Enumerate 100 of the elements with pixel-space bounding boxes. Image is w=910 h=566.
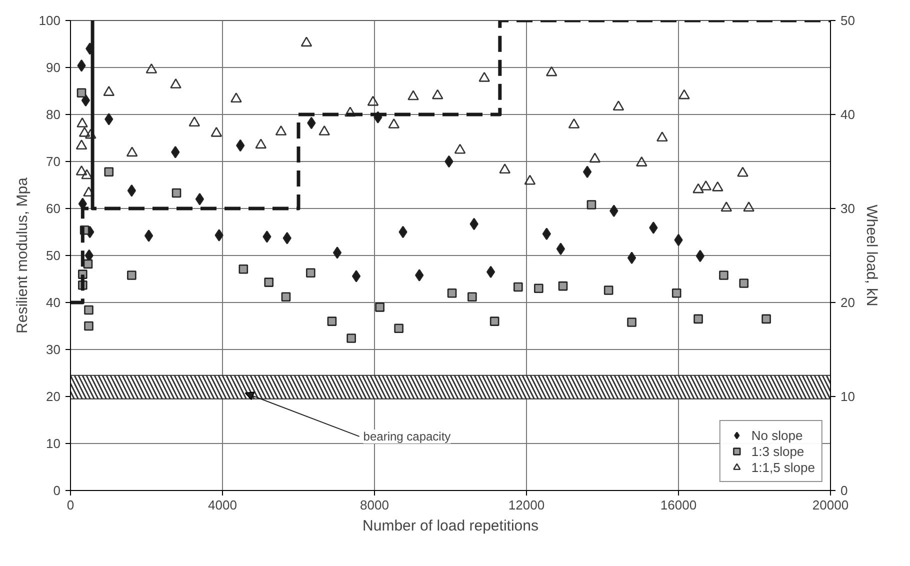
point <box>144 230 154 242</box>
point <box>300 36 312 47</box>
point <box>556 242 566 256</box>
point <box>76 117 88 128</box>
point <box>636 156 648 166</box>
point <box>737 166 748 177</box>
point <box>264 278 274 287</box>
y2-tick-label: 20 <box>840 295 855 310</box>
point <box>432 89 444 100</box>
point <box>712 181 724 192</box>
point <box>582 166 592 178</box>
point <box>104 167 114 176</box>
point <box>104 113 114 126</box>
y2-axis-title: Wheel load, kN <box>862 204 880 306</box>
point <box>490 316 500 326</box>
point <box>739 278 749 288</box>
point <box>513 282 523 292</box>
point <box>367 96 379 106</box>
point <box>306 268 316 278</box>
point <box>146 63 158 74</box>
point <box>656 132 668 142</box>
point <box>627 252 636 264</box>
x-axis-title: Number of load repetitions <box>362 518 538 534</box>
y-tick-label: 50 <box>46 248 61 263</box>
y2-tick-label: 0 <box>840 483 848 498</box>
point <box>172 188 182 198</box>
y-tick-label: 0 <box>53 483 61 498</box>
y-tick-label: 100 <box>38 13 61 28</box>
point <box>627 318 636 327</box>
point <box>408 90 419 100</box>
y-tick-label: 20 <box>46 389 61 404</box>
point <box>262 230 272 243</box>
point <box>720 202 732 212</box>
point <box>589 152 601 163</box>
point <box>486 266 496 278</box>
x-tick-label: 16000 <box>660 498 697 512</box>
point <box>394 324 404 333</box>
legend-label: 1:3 slope <box>751 443 804 459</box>
point <box>700 180 712 190</box>
y-tick-label: 60 <box>46 201 61 216</box>
x-tick-label: 20000 <box>812 498 849 512</box>
point <box>743 202 754 212</box>
x-tick-label: 8000 <box>360 498 389 512</box>
point <box>275 125 287 136</box>
point <box>76 88 86 98</box>
y2-tick-label: 50 <box>840 13 855 28</box>
point <box>281 292 291 302</box>
point <box>127 270 136 280</box>
point <box>332 246 342 259</box>
point <box>558 281 568 291</box>
point <box>188 116 200 126</box>
y-tick-label: 70 <box>46 154 61 169</box>
point <box>318 125 330 136</box>
point <box>103 86 115 96</box>
point <box>327 316 337 326</box>
line-series <box>70 20 830 304</box>
point <box>81 94 90 107</box>
point <box>375 302 384 312</box>
y-tick-label: 80 <box>46 107 61 122</box>
point <box>678 89 690 100</box>
point <box>610 204 618 217</box>
point <box>195 192 204 206</box>
point <box>524 174 536 185</box>
point <box>672 288 682 298</box>
point <box>649 222 658 234</box>
band-label: bearing capacity <box>363 429 451 444</box>
point <box>352 270 361 282</box>
point <box>78 126 90 137</box>
point <box>170 78 182 88</box>
point <box>230 92 242 103</box>
y2-tick-label: 10 <box>840 389 855 404</box>
point <box>719 270 728 280</box>
x-tick-label: 12000 <box>508 498 545 512</box>
point <box>468 292 477 302</box>
point <box>415 269 424 282</box>
point <box>84 305 94 315</box>
point <box>694 314 703 324</box>
point <box>534 284 544 294</box>
point <box>546 66 558 76</box>
point <box>586 200 596 210</box>
y2-tick-label: 40 <box>840 107 855 122</box>
point <box>346 334 356 343</box>
point <box>76 165 88 176</box>
point <box>692 183 704 194</box>
point <box>604 286 614 295</box>
point <box>255 138 267 149</box>
y2-tick-label: 30 <box>840 201 855 216</box>
y-tick-label: 90 <box>46 60 61 75</box>
x-tick-label: 0 <box>66 498 74 512</box>
point <box>454 144 466 154</box>
point <box>84 321 94 331</box>
y-axis-title: Resilient modulus, Mpa <box>14 176 31 334</box>
point <box>478 72 490 82</box>
legend-label: 1:1,5 slope <box>751 459 815 475</box>
point <box>210 126 222 137</box>
y-tick-label: 40 <box>46 295 61 310</box>
point <box>76 140 88 150</box>
point <box>499 164 510 174</box>
point <box>214 229 224 242</box>
point <box>238 264 248 274</box>
